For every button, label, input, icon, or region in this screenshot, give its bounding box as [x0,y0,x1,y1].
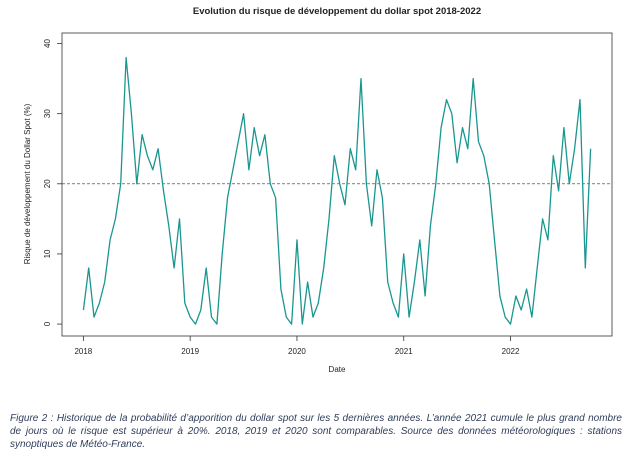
plot-box [61,32,613,337]
caption: Figure 2 : Historique de la probabilité … [10,413,622,450]
x-tick-label: 2020 [288,347,306,356]
chart: Evolution du risque de développement du … [23,6,613,374]
x-axis-label: Date [329,365,346,374]
x-tick-label: 2021 [395,347,413,356]
y-tick-label: 30 [43,109,52,118]
x-tick-label: 2018 [74,347,92,356]
y-tick-label: 10 [43,249,52,258]
y-axis-label: Risque de développement du Dollar Spot (… [23,103,32,264]
y-tick-label: 40 [43,39,52,48]
y-tick-label: 20 [43,179,52,188]
y-tick-label: 0 [43,321,52,326]
chart-title: Evolution du risque de développement du … [193,6,481,17]
x-tick-label: 2019 [181,347,199,356]
x-tick-label: 2022 [502,347,520,356]
data-line [82,56,592,325]
